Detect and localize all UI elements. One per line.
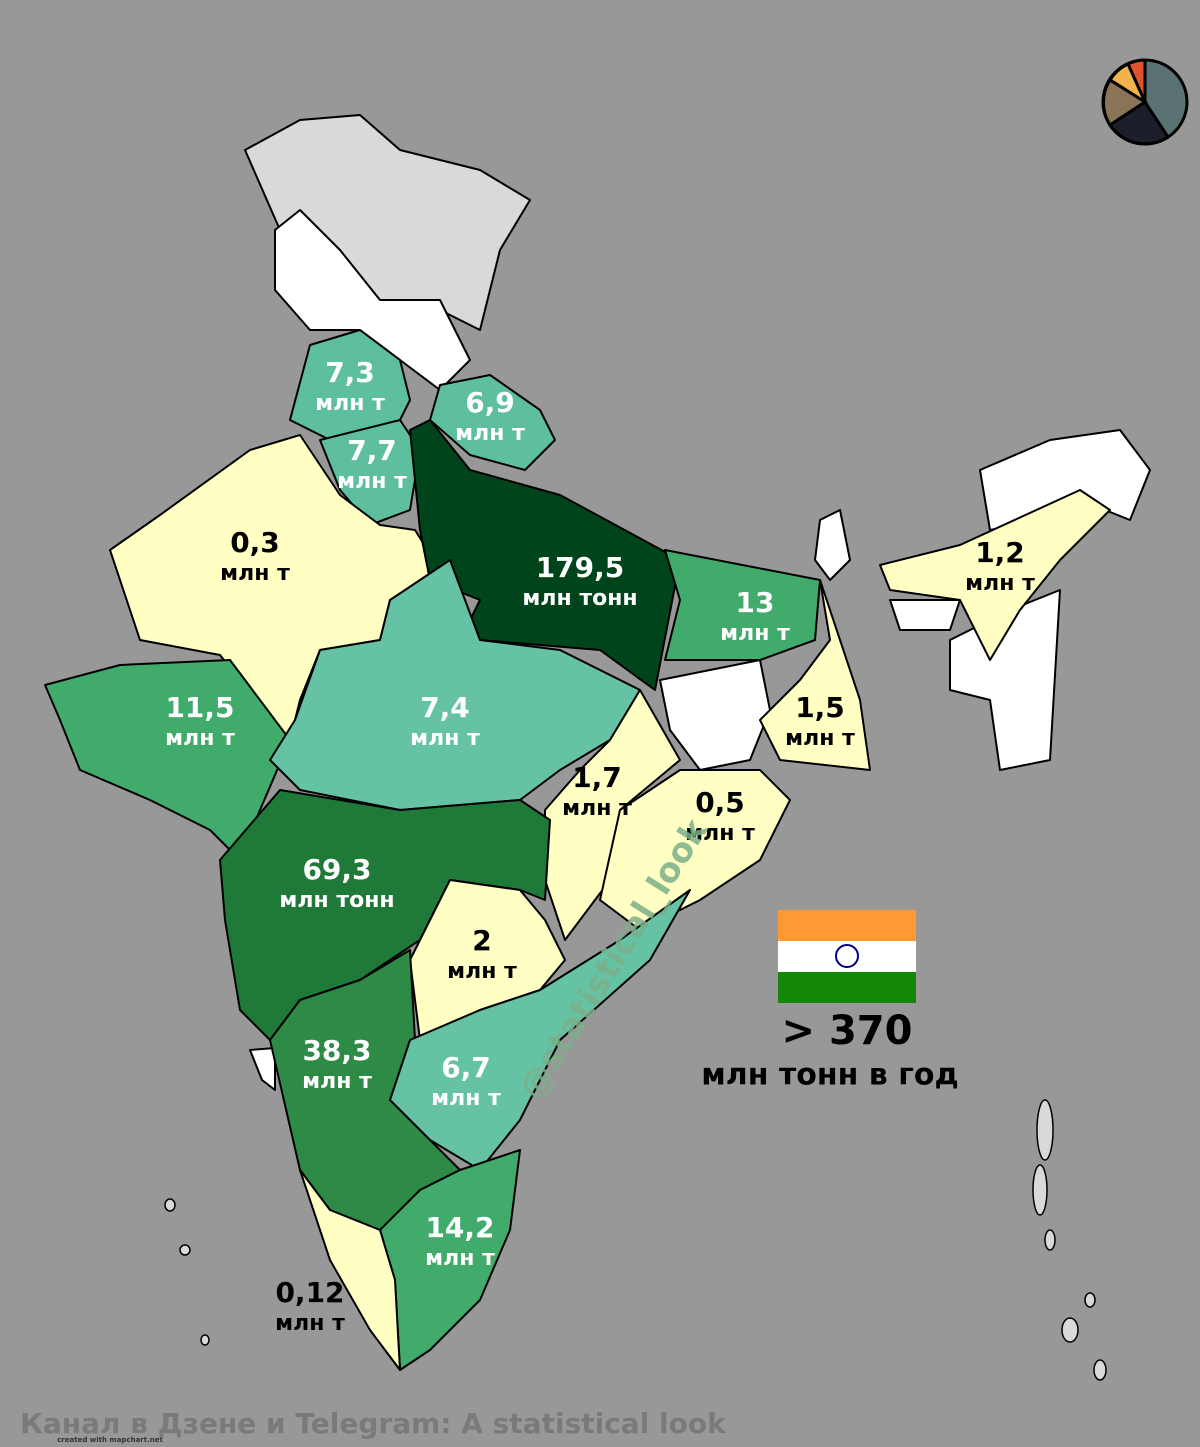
regions xyxy=(44,329,1111,1371)
region-value: 2 xyxy=(472,924,491,957)
region-value: 7,7 xyxy=(347,434,397,467)
region-unit: млн т xyxy=(431,1086,501,1111)
region-value: 1,2 xyxy=(975,536,1025,569)
credit: created with mapchart.net xyxy=(57,1436,163,1444)
region-unit: млн т xyxy=(165,726,235,751)
islands xyxy=(164,1099,1107,1381)
region-unit: млн т xyxy=(425,1246,495,1271)
region-unit: млн т xyxy=(302,1069,372,1094)
region-value: 0,12 xyxy=(275,1276,344,1309)
region-unit: млн т xyxy=(455,421,525,446)
region-unit: млн т xyxy=(447,959,517,984)
region xyxy=(879,489,1111,661)
region xyxy=(319,419,421,526)
region-value: 179,5 xyxy=(536,551,625,584)
region-unit: млн т xyxy=(685,821,755,846)
total-unit: млн тонн в год xyxy=(701,1058,959,1093)
region-unit: млн т xyxy=(315,391,385,416)
region xyxy=(389,889,691,1171)
region-unit: млн т xyxy=(220,561,290,586)
footer: Канал в Дзене и Telegram: A statistical … xyxy=(20,1407,727,1440)
region-unit: млн т xyxy=(965,571,1035,596)
region-unit: млн т xyxy=(337,469,407,494)
region xyxy=(429,374,556,471)
region-unit: млн т xyxy=(410,726,480,751)
flag xyxy=(778,910,916,1003)
region-value: 1,7 xyxy=(572,761,622,794)
region xyxy=(759,579,871,771)
region-value: 0,5 xyxy=(695,786,745,819)
region xyxy=(274,209,471,391)
region-value: 0,3 xyxy=(230,526,280,559)
region-unit: млн тонн xyxy=(279,888,394,913)
region xyxy=(814,509,851,581)
flag-wheel xyxy=(835,944,859,968)
flag-stripe xyxy=(778,972,916,1003)
region xyxy=(249,1047,276,1091)
region-unit: млн тонн xyxy=(522,586,637,611)
flag-stripe xyxy=(778,910,916,941)
region-unit: млн т xyxy=(275,1311,345,1336)
region-value: 14,2 xyxy=(425,1211,494,1244)
region-value: 38,3 xyxy=(302,1034,371,1067)
region-unit: млн т xyxy=(785,726,855,751)
region-value: 69,3 xyxy=(302,853,371,886)
region-value: 7,4 xyxy=(420,691,470,724)
region xyxy=(544,689,681,941)
region xyxy=(299,1169,401,1371)
region-value: 6,9 xyxy=(465,386,515,419)
logo xyxy=(1101,58,1189,146)
region-value: 7,3 xyxy=(325,356,375,389)
region xyxy=(889,599,961,631)
region-value: 1,5 xyxy=(795,691,845,724)
region-unit: млн т xyxy=(720,621,790,646)
region-value: 6,7 xyxy=(441,1051,491,1084)
region-value: 13 xyxy=(736,586,775,619)
total: > 370 xyxy=(782,1008,913,1054)
region-value: 11,5 xyxy=(165,691,234,724)
region xyxy=(599,769,791,931)
region-unit: млн т xyxy=(562,796,632,821)
